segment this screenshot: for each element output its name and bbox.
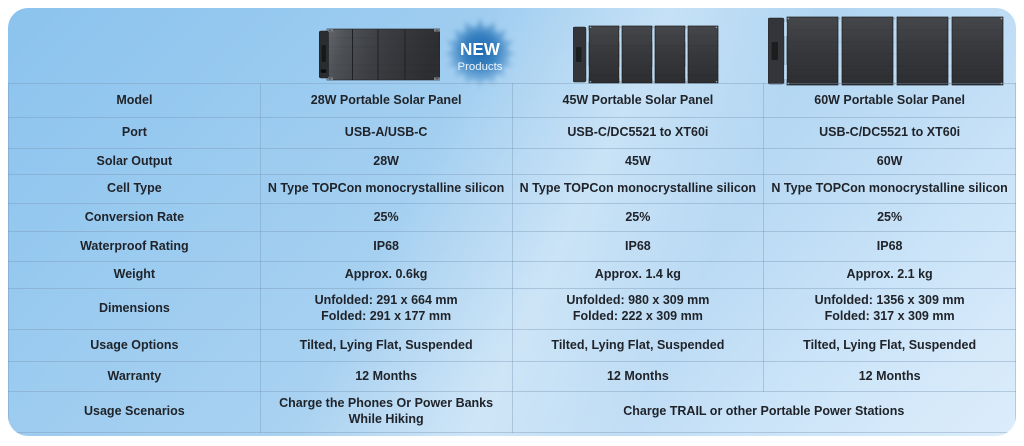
svg-text:NEW: NEW bbox=[460, 40, 501, 59]
svg-text:Products: Products bbox=[457, 61, 502, 73]
